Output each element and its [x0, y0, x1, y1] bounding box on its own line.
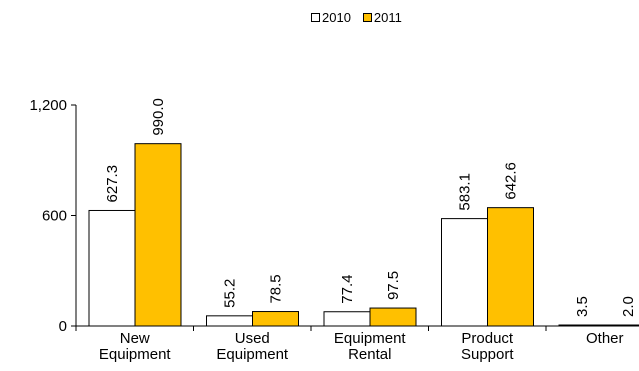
- x-tick-label: Used Equipment: [216, 330, 289, 363]
- data-label-2011: 990.0: [150, 98, 167, 136]
- bar-2011: [604, 324, 639, 327]
- legend-label-2010: 2010: [322, 10, 351, 25]
- legend-label-2011: 2011: [373, 10, 402, 25]
- data-label-2010: 627.3: [104, 165, 121, 203]
- data-label-2010: 55.2: [222, 279, 239, 308]
- legend-swatch-2010: [311, 13, 320, 22]
- y-tick-label: 0: [59, 318, 67, 335]
- data-label-2011: 78.5: [268, 274, 285, 303]
- data-label-2011: 97.5: [385, 271, 402, 300]
- bar-2010: [323, 311, 371, 327]
- legend-item-2010: 2010: [311, 10, 351, 25]
- data-label-2010: 77.4: [339, 275, 356, 304]
- data-label-2010: 3.5: [574, 296, 591, 317]
- bar-2011: [252, 311, 299, 327]
- bar-2011: [134, 143, 182, 327]
- data-label-2011: 642.6: [503, 162, 520, 200]
- x-tick-label: Other: [586, 330, 624, 347]
- legend-swatch-2011: [362, 13, 372, 22]
- x-tick-label: New Equipment: [99, 330, 172, 363]
- legend-item-2011: 2011: [362, 10, 402, 25]
- data-label-2011: 2.0: [620, 296, 637, 317]
- y-tick-label: 600: [42, 208, 67, 225]
- bar-2011: [369, 307, 417, 327]
- y-tick-label: 1,200: [29, 97, 67, 114]
- bar-2010: [441, 218, 488, 327]
- bar-2010: [206, 315, 253, 327]
- x-tick-label: Product Support: [461, 330, 514, 363]
- bar-2010: [558, 324, 606, 327]
- bar-2010: [88, 209, 136, 327]
- x-tick-label: Equipment Rental: [334, 330, 407, 363]
- chart-legend: 2010 2011: [311, 10, 414, 25]
- data-label-2010: 583.1: [457, 173, 474, 211]
- bar-2011: [487, 207, 534, 327]
